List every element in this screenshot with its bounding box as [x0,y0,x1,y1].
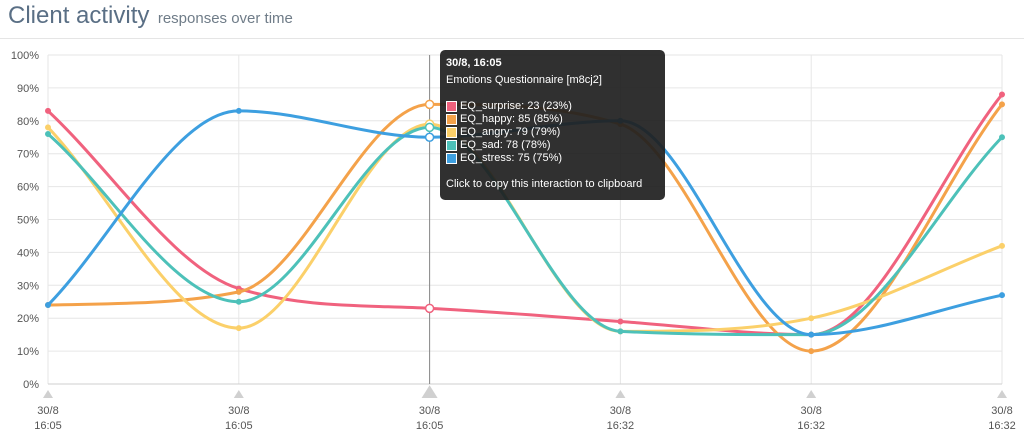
tooltip-row-surprise: EQ_surprise: 23 (23%) [446,100,659,113]
data-point-eq-stress [45,302,51,309]
x-tick-label: 16:05 [416,420,444,432]
data-point-eq-stress [999,292,1005,299]
data-point-eq-happy [424,99,435,110]
data-point-eq-stress [235,107,242,114]
tooltip-row-happy: EQ_happy: 85 (85%) [446,113,659,126]
x-axis-marker [43,390,53,398]
y-tick-label: 40% [17,247,39,259]
tooltip-row-angry: EQ_angry: 79 (79%) [446,126,659,139]
data-point-eq-sad [999,134,1005,141]
x-axis-marker [233,390,244,398]
tooltip-row-stress: EQ_stress: 75 (75%) [446,152,659,165]
x-axis-marker [615,390,626,398]
x-axis-marker [997,390,1007,398]
tooltip-row-text: EQ_surprise: 23 (23%) [460,100,572,112]
x-tick-label: 30/8 [37,405,58,417]
tooltip-subtitle: Emotions Questionnaire [m8cj2] [446,74,602,86]
swatch-stress [446,153,457,164]
data-point-eq-angry [45,124,51,131]
x-tick-label: 30/8 [800,405,821,417]
header-divider [0,38,1024,39]
y-tick-label: 70% [17,149,39,161]
x-axis-marker [421,385,438,398]
swatch-sad [446,140,457,151]
x-tick-label: 30/8 [228,405,249,417]
swatch-angry [446,127,457,138]
tooltip-row-sad: EQ_sad: 78 (78%) [446,139,659,152]
data-point-eq-happy [808,348,815,355]
data-point-eq-surprise [999,91,1005,98]
swatch-happy [446,114,457,125]
y-tick-label: 30% [17,280,39,292]
page-title: Client activity [8,2,150,29]
data-point-eq-stress [424,132,435,142]
x-tick-label: 16:05 [34,420,62,432]
data-point-eq-surprise [617,318,624,325]
y-tick-label: 20% [17,313,39,325]
x-axis-marker [806,390,817,398]
chart-header: Client activity responses over time [8,2,293,34]
x-tick-label: 16:32 [797,420,825,432]
tooltip-footer[interactable]: Click to copy this interaction to clipbo… [446,178,643,190]
data-point-eq-happy [999,101,1005,108]
y-tick-label: 50% [17,215,39,227]
x-tick-label: 16:32 [988,420,1016,432]
x-tick-label: 16:32 [607,420,635,432]
data-point-eq-sad [617,328,624,335]
y-tick-label: 100% [11,50,39,62]
chart-tooltip[interactable]: 30/8, 16:05 Emotions Questionnaire [m8cj… [440,50,665,200]
x-tick-label: 30/8 [991,405,1012,417]
page-subtitle: responses over time [157,10,293,27]
x-tick-label: 30/8 [610,405,631,417]
y-tick-label: 90% [17,83,39,95]
data-point-eq-angry [808,315,815,322]
tooltip-title: 30/8, 16:05 [446,57,502,69]
data-point-eq-sad [424,122,435,133]
data-point-eq-angry [235,325,242,332]
y-tick-label: 60% [17,182,39,194]
x-tick-label: 30/8 [419,405,440,417]
data-point-eq-sad [235,298,242,305]
tooltip-row-text: EQ_happy: 85 (85%) [460,113,563,125]
data-point-eq-angry [999,242,1005,249]
y-tick-label: 80% [17,116,39,128]
data-point-eq-sad [45,130,51,137]
series-line-eq-sad [46,125,1004,337]
swatch-surprise [446,101,457,112]
data-point-eq-surprise [45,107,51,114]
y-tick-label: 0% [23,379,39,391]
data-point-eq-happy [235,288,242,295]
data-point-eq-surprise [424,303,435,314]
tooltip-row-text: EQ_sad: 78 (78%) [460,139,551,151]
tooltip-row-text: EQ_angry: 79 (79%) [460,126,561,138]
y-tick-label: 10% [17,346,39,358]
tooltip-row-text: EQ_stress: 75 (75%) [460,152,563,164]
x-tick-label: 16:05 [225,420,253,432]
data-point-eq-stress [808,331,815,338]
